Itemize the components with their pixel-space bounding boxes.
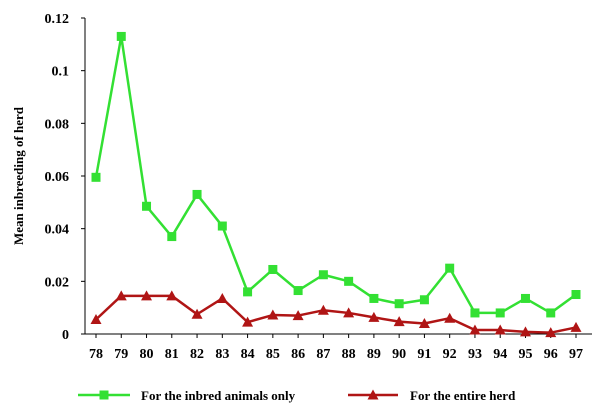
data-point: [546, 308, 556, 318]
x-tick-label: 86: [291, 347, 305, 362]
y-tick-labels: 0 0.02 0.04 0.06 0.08 0.1 0.12: [45, 12, 70, 343]
data-point: [545, 327, 557, 338]
data-point: [90, 314, 102, 325]
y-tick-label: 0.1: [52, 65, 70, 80]
series-1: [91, 31, 581, 318]
data-point: [419, 295, 429, 305]
data-point: [242, 316, 254, 327]
series-line: [94, 35, 577, 315]
data-point: [292, 310, 304, 321]
x-tick-label: 81: [165, 347, 179, 362]
x-tick-label: 90: [392, 347, 406, 362]
data-point: [444, 312, 456, 323]
legend-item: For the entire herd: [348, 388, 516, 403]
data-point: [418, 317, 430, 328]
x-tick-label: 79: [114, 347, 128, 362]
y-tick-label: 0.02: [45, 275, 70, 290]
x-tick-label: 96: [544, 347, 558, 362]
data-point: [343, 307, 355, 318]
x-tick-label: 88: [342, 347, 356, 362]
data-point: [268, 264, 278, 274]
x-tick-labels: 78 79 80 81 82 83 84 85 86 87 88 89 90 91 92 93 94 95 96 97: [89, 347, 583, 362]
data-point: [570, 321, 582, 332]
data-point: [192, 189, 202, 199]
x-tick-label: 83: [215, 347, 229, 362]
x-tick-label: 82: [190, 347, 204, 362]
data-point: [191, 308, 203, 319]
legend-label: For the entire herd: [410, 388, 516, 403]
legend-item: For the inbred animals only: [78, 388, 296, 403]
data-point: [344, 276, 354, 286]
x-tick-label: 80: [140, 347, 154, 362]
data-point: [393, 316, 405, 327]
legend-marker: [367, 389, 379, 400]
y-tick-label: 0.08: [45, 117, 70, 132]
data-point: [394, 299, 404, 309]
data-point: [166, 290, 178, 301]
x-tick-label: 95: [518, 347, 532, 362]
x-tick-label: 87: [316, 347, 330, 362]
data-point: [141, 290, 153, 301]
legend: For the inbred animals only For the entir…: [78, 388, 516, 403]
series-layer: [90, 31, 582, 338]
legend-marker: [99, 390, 109, 400]
data-point: [317, 304, 329, 315]
x-tick-label: 89: [367, 347, 381, 362]
data-point: [495, 308, 505, 318]
data-point: [243, 287, 253, 297]
data-point: [520, 293, 530, 303]
data-point: [116, 31, 126, 41]
data-point: [445, 263, 455, 273]
x-tick-label: 78: [89, 347, 103, 362]
x-tick-label: 93: [468, 347, 482, 362]
data-point: [519, 326, 531, 337]
x-tick-label: 92: [443, 347, 457, 362]
data-point: [571, 290, 581, 299]
data-point: [167, 232, 177, 242]
x-tick-label: 91: [417, 347, 431, 362]
data-point: [469, 324, 481, 335]
data-point: [293, 286, 303, 296]
x-tick-label: 85: [266, 347, 280, 362]
axes: [81, 17, 592, 338]
y-tick-label: 0.06: [45, 170, 70, 185]
data-point: [368, 311, 380, 322]
y-axis-title: Mean inbreeding of herd: [11, 106, 26, 245]
legend-label: For the inbred animals only: [141, 388, 296, 403]
data-point: [318, 270, 328, 280]
data-point: [91, 172, 101, 182]
y-tick-label: 0.04: [45, 223, 70, 238]
data-point: [217, 221, 227, 231]
data-point: [369, 293, 379, 303]
data-point: [470, 308, 480, 318]
x-tick-label: 94: [493, 347, 507, 362]
data-point: [216, 292, 228, 303]
data-point: [494, 324, 506, 335]
data-point: [115, 290, 127, 301]
data-point: [267, 309, 279, 320]
data-point: [142, 201, 152, 211]
x-tick-label: 84: [241, 347, 255, 362]
y-tick-label: 0.12: [45, 12, 70, 27]
y-tick-label: 0: [62, 328, 69, 343]
series-2: [90, 290, 582, 338]
x-tick-label: 97: [569, 347, 583, 362]
